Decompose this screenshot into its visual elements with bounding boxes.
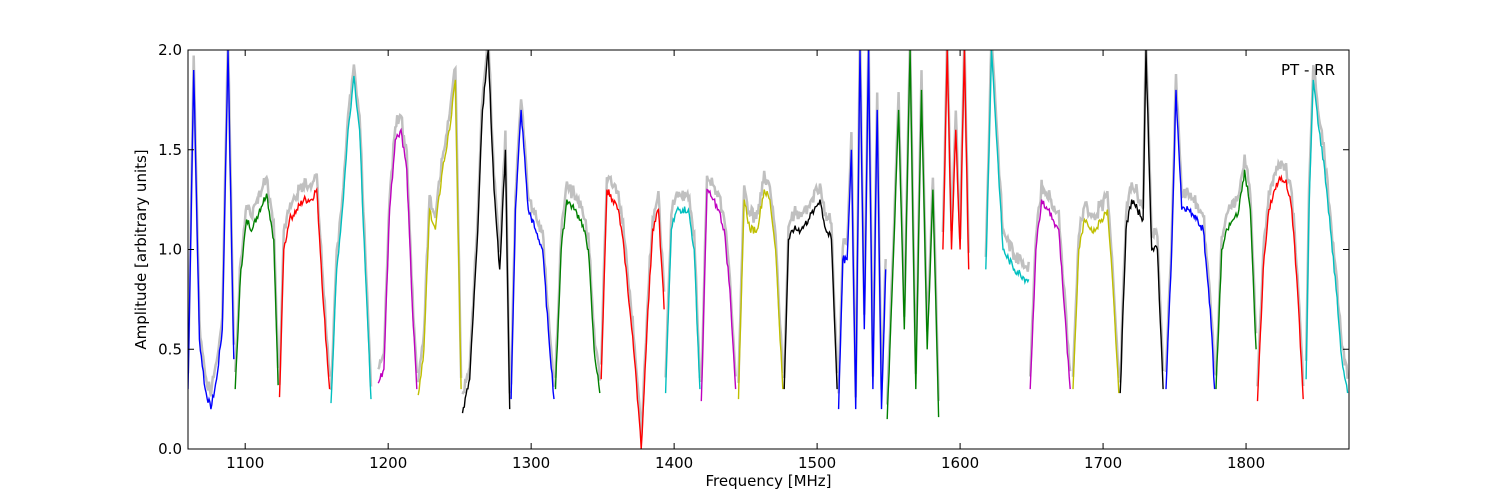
series-layer xyxy=(188,50,1349,449)
background-trace-14 xyxy=(782,182,839,379)
series-segment-6 xyxy=(417,79,462,396)
y-tick-label: 1.0 xyxy=(158,241,182,259)
y-tick-label: 2.0 xyxy=(158,41,182,59)
x-tick-label: 1800 xyxy=(1227,454,1265,472)
series-segment-15 xyxy=(837,50,887,410)
series-segment-1 xyxy=(188,50,235,410)
series-segment-14 xyxy=(783,199,838,390)
background-trace-2 xyxy=(233,174,280,373)
x-tick-label: 1500 xyxy=(798,454,836,472)
x-tick-label: 1300 xyxy=(512,454,550,472)
series-segment-5 xyxy=(377,127,418,390)
series-segment-17 xyxy=(942,50,970,270)
background-trace-11 xyxy=(664,188,702,379)
x-tick-label: 1600 xyxy=(941,454,979,472)
series-segment-9 xyxy=(554,199,601,394)
series-segment-16 xyxy=(886,50,940,420)
series-segment-21 xyxy=(1119,50,1164,394)
panel-annotation: PT - RR xyxy=(1281,61,1335,79)
series-segment-20 xyxy=(1072,209,1120,394)
series-segment-3 xyxy=(278,186,331,398)
series-segment-8 xyxy=(510,109,555,400)
series-segment-12 xyxy=(700,188,737,402)
x-axis: 1100 1200 1300 1400 1500 1600 1700 1800 xyxy=(226,50,1265,472)
y-tick-label: 0.5 xyxy=(158,340,182,358)
series-segment-2 xyxy=(234,193,279,390)
background-trace-4 xyxy=(329,64,373,391)
background-trace-20 xyxy=(1071,190,1121,379)
plot-area xyxy=(188,50,1349,449)
y-tick-label: 1.5 xyxy=(158,141,182,159)
background-trace-19 xyxy=(1028,179,1072,377)
background-trace-23 xyxy=(1214,154,1258,376)
series-segment-24 xyxy=(1256,174,1304,402)
x-tick-label: 1100 xyxy=(226,454,264,472)
series-segment-25 xyxy=(1305,79,1349,394)
x-tick-label: 1400 xyxy=(655,454,693,472)
background-trace-3 xyxy=(278,173,331,385)
series-segment-10 xyxy=(600,189,665,449)
background-trace-13 xyxy=(737,170,785,383)
series-segment-22 xyxy=(1165,89,1216,390)
background-trace-10 xyxy=(599,174,666,439)
background-trace-8 xyxy=(509,99,556,388)
y-axis-label: Amplitude [arbitrary units] xyxy=(132,149,150,349)
series-segment-19 xyxy=(1029,199,1071,390)
series-segment-13 xyxy=(737,189,784,400)
series-segment-23 xyxy=(1215,169,1257,390)
y-axis: 0.0 0.5 1.0 1.5 2.0 xyxy=(158,41,1349,458)
background-trace-17 xyxy=(941,50,970,253)
background-trace-12 xyxy=(700,175,737,383)
series-segment-11 xyxy=(664,205,701,394)
series-segment-7 xyxy=(461,50,511,414)
series-segment-18 xyxy=(985,50,1030,285)
series-segment-4 xyxy=(330,75,372,404)
y-tick-label: 0.0 xyxy=(158,440,182,458)
x-tick-label: 1700 xyxy=(1084,454,1122,472)
x-tick-label: 1200 xyxy=(369,454,407,472)
background-trace-9 xyxy=(554,181,602,381)
background-trace-21 xyxy=(1118,50,1165,383)
x-axis-label: Frequency [MHz] xyxy=(705,472,831,490)
background-trace-18 xyxy=(984,50,1030,272)
